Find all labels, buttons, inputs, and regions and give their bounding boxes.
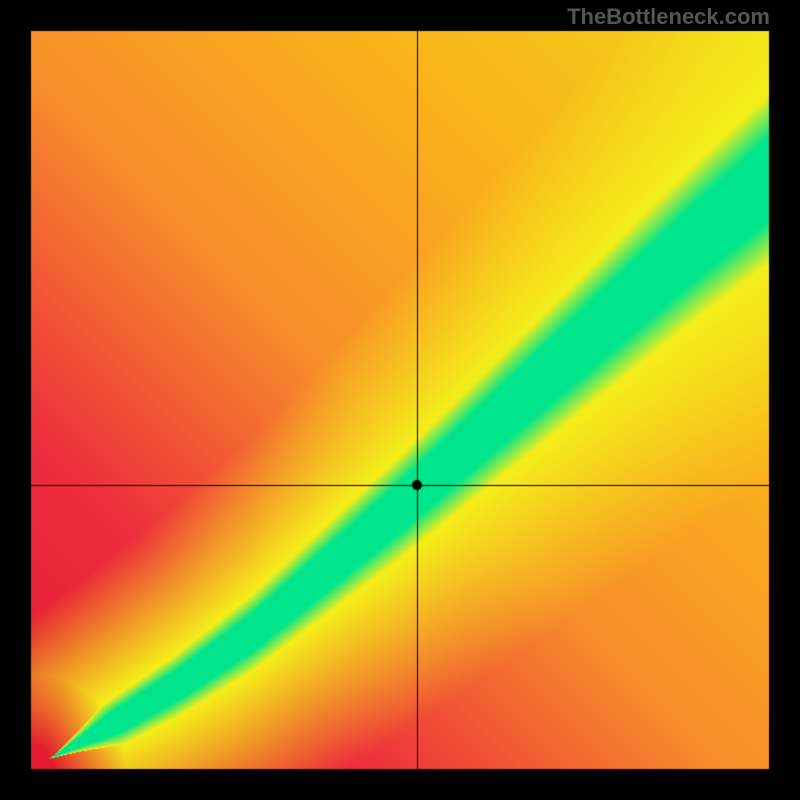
watermark-text: TheBottleneck.com (567, 4, 770, 30)
chart-container: TheBottleneck.com (0, 0, 800, 800)
bottleneck-heatmap-canvas (0, 0, 800, 800)
